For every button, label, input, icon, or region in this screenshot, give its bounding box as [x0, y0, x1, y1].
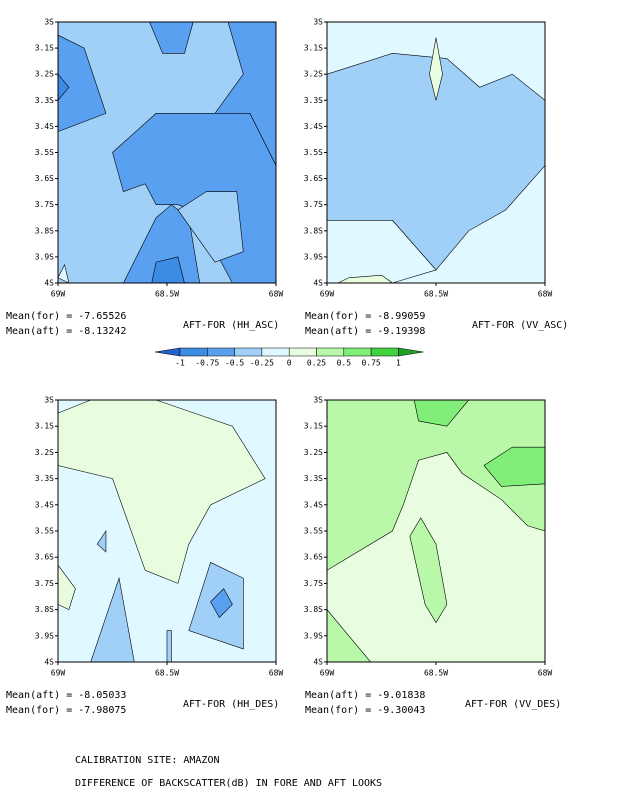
colorbar-end: [154, 347, 181, 357]
x-tick-label: 69W: [51, 290, 66, 299]
y-tick-label: 4S: [44, 658, 54, 667]
y-tick-label: 3.9S: [304, 631, 323, 640]
y-tick-label: 3S: [44, 18, 54, 27]
x-tick-label: 68.5W: [424, 669, 448, 678]
y-tick-label: 3.3S: [304, 96, 323, 105]
colorbar-label: -1: [175, 359, 185, 368]
stat-line: Mean(aft) = -9.19398: [305, 326, 425, 337]
y-tick-label: 3.1S: [35, 44, 54, 53]
colorbar-end: [398, 347, 424, 357]
colorbar-cell: [261, 347, 290, 357]
x-tick-label: 68W: [538, 290, 553, 299]
y-tick-label: 3.7S: [35, 579, 54, 588]
colorbar-label: 0.25: [307, 359, 326, 368]
y-tick-label: 3.8S: [304, 226, 323, 235]
y-tick-label: 3.5S: [35, 527, 54, 536]
y-tick-label: 4S: [313, 658, 323, 667]
colorbar-cell: [370, 347, 399, 357]
contour-region: [166, 630, 172, 663]
footer-line: CALIBRATION SITE: AMAZON: [75, 755, 220, 766]
y-tick-label: 3.4S: [304, 500, 323, 509]
y-tick-label: 3.2S: [304, 70, 323, 79]
contour-region: [409, 517, 448, 624]
y-tick-label: 3.6S: [304, 553, 323, 562]
contour-region: [177, 191, 244, 263]
y-tick-label: 3S: [313, 396, 323, 405]
contour-region: [96, 530, 107, 553]
panel-title: AFT-FOR (VV_ASC): [472, 320, 568, 331]
x-tick-label: 68W: [269, 669, 284, 678]
stat-line: Mean(for) = -8.99059: [305, 311, 425, 322]
y-tick-label: 3.5S: [304, 148, 323, 157]
y-tick-label: 3.9S: [304, 252, 323, 261]
colorbar-cell: [234, 347, 263, 357]
stat-line: Mean(aft) = -9.01838: [305, 690, 425, 701]
y-tick-label: 3.1S: [304, 44, 323, 53]
y-tick-label: 3.5S: [304, 527, 323, 536]
contour-region: [210, 588, 233, 618]
y-tick-label: 3.2S: [35, 448, 54, 457]
y-tick-label: 3.4S: [304, 122, 323, 131]
y-tick-label: 3.3S: [35, 474, 54, 483]
y-tick-label: 3.3S: [35, 96, 54, 105]
colorbar-cell: [343, 347, 372, 357]
colorbar-label: 0.75: [361, 359, 380, 368]
y-tick-label: 3.4S: [35, 122, 54, 131]
colorbar-label: 0: [287, 359, 292, 368]
y-tick-label: 3.6S: [35, 174, 54, 183]
stat-line: Mean(aft) = -8.05033: [6, 690, 126, 701]
y-tick-label: 3.7S: [304, 200, 323, 209]
y-tick-label: 4S: [44, 279, 54, 288]
y-tick-label: 3.2S: [35, 70, 54, 79]
stat-line: Mean(for) = -7.65526: [6, 311, 126, 322]
colorbar-cell: [179, 347, 208, 357]
x-tick-label: 68.5W: [155, 290, 179, 299]
panel-title: AFT-FOR (HH_ASC): [183, 320, 279, 331]
y-tick-label: 3.3S: [304, 474, 323, 483]
panel-title: AFT-FOR (VV_DES): [465, 699, 561, 710]
y-tick-label: 4S: [313, 279, 323, 288]
stat-line: Mean(for) = -7.98075: [6, 705, 126, 716]
colorbar-label: 0.5: [337, 359, 352, 368]
x-tick-label: 69W: [320, 290, 335, 299]
colorbar-label: -0.25: [250, 359, 274, 368]
contour-region: [57, 263, 70, 284]
y-tick-label: 3.9S: [35, 631, 54, 640]
contour-region: [122, 204, 201, 284]
x-tick-label: 69W: [320, 669, 335, 678]
footer-line: DIFFERENCE OF BACKSCATTER(dB) IN FORE AN…: [75, 778, 382, 789]
y-tick-label: 3S: [44, 396, 54, 405]
panel-title: AFT-FOR (HH_DES): [183, 699, 279, 710]
x-tick-label: 68W: [538, 669, 553, 678]
colorbar-cell: [288, 347, 317, 357]
y-tick-label: 3.8S: [304, 605, 323, 614]
colorbar-cell: [316, 347, 345, 357]
y-tick-label: 3.6S: [35, 553, 54, 562]
y-tick-label: 3.5S: [35, 148, 54, 157]
y-tick-label: 3.9S: [35, 252, 54, 261]
colorbar-label: -0.5: [225, 359, 244, 368]
stat-line: Mean(for) = -9.30043: [305, 705, 425, 716]
x-tick-label: 69W: [51, 669, 66, 678]
colorbar-label: 1: [396, 359, 401, 368]
x-tick-label: 68W: [269, 290, 284, 299]
y-tick-label: 3.1S: [304, 422, 323, 431]
y-tick-label: 3.8S: [35, 605, 54, 614]
y-tick-label: 3.7S: [35, 200, 54, 209]
y-tick-label: 3.6S: [304, 174, 323, 183]
y-tick-label: 3.8S: [35, 226, 54, 235]
x-tick-label: 68.5W: [155, 669, 179, 678]
y-tick-label: 3.2S: [304, 448, 323, 457]
y-tick-label: 3.1S: [35, 422, 54, 431]
y-tick-label: 3.4S: [35, 500, 54, 509]
y-tick-label: 3S: [313, 18, 323, 27]
x-tick-label: 68.5W: [424, 290, 448, 299]
y-tick-label: 3.7S: [304, 579, 323, 588]
colorbar-cell: [207, 347, 235, 357]
stat-line: Mean(aft) = -8.13242: [6, 326, 126, 337]
contour-region: [429, 37, 443, 101]
colorbar-label: -0.75: [195, 359, 219, 368]
